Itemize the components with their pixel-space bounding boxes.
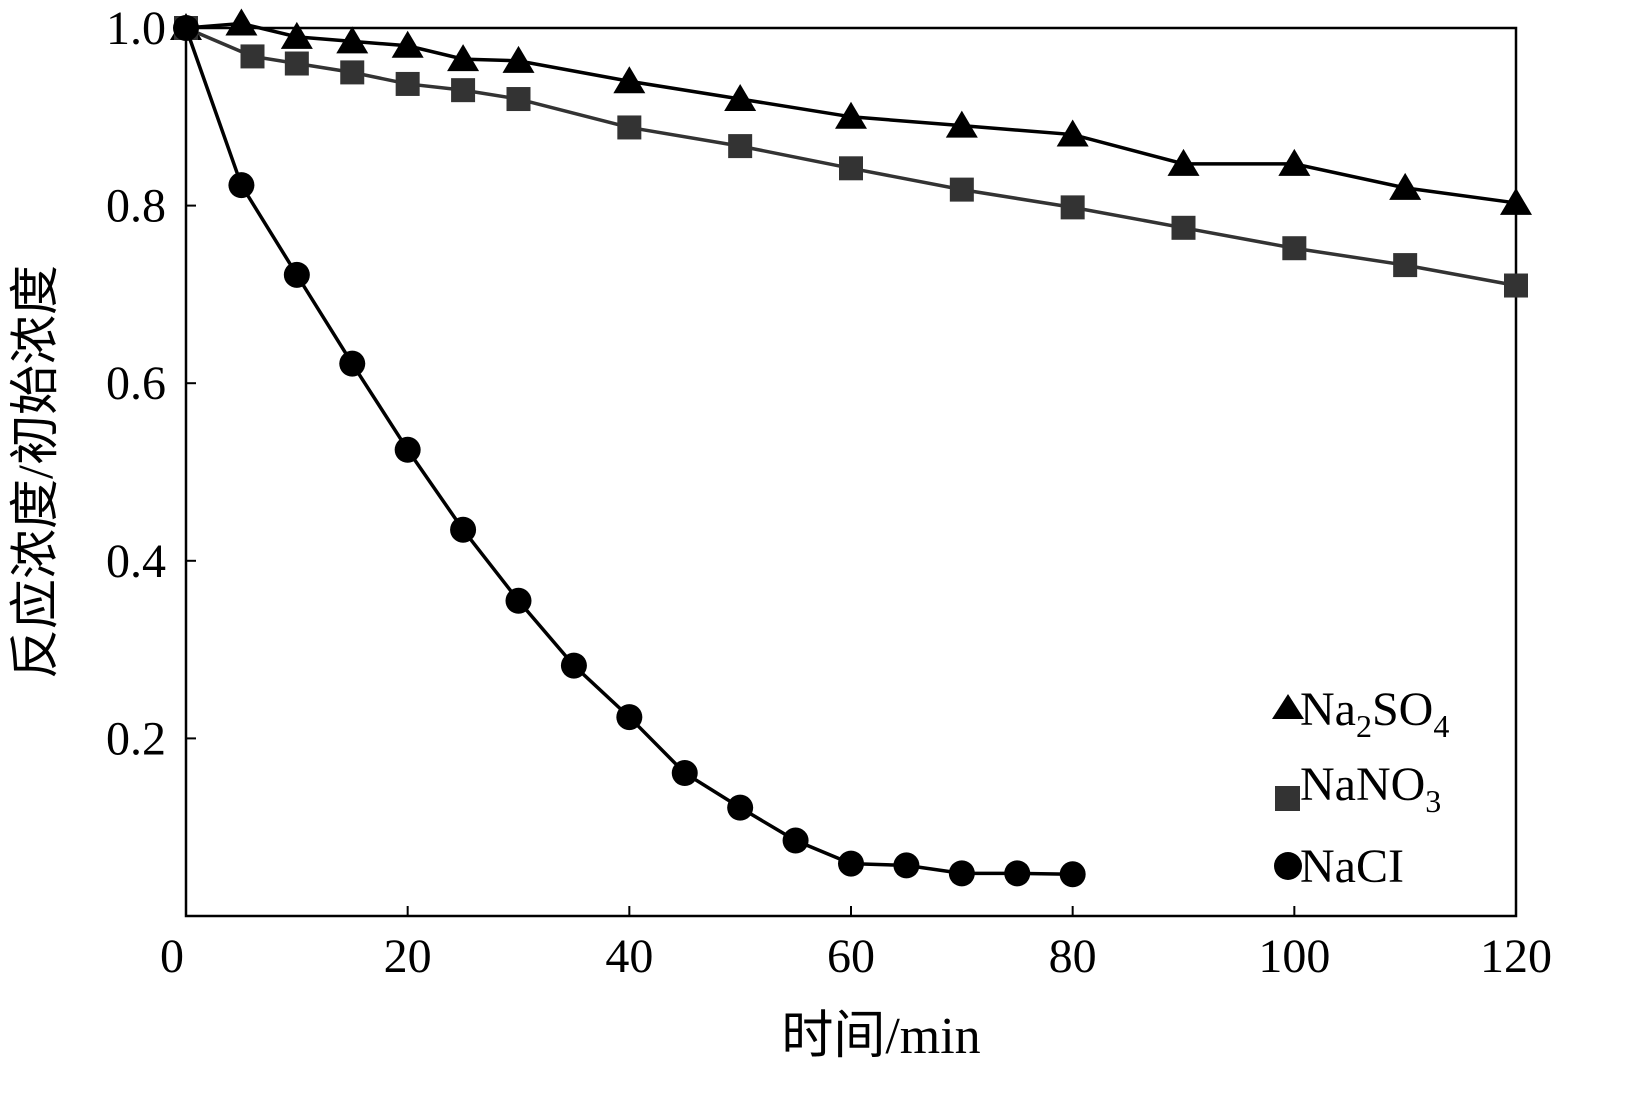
data-point: [283, 261, 310, 288]
data-point: [616, 704, 643, 731]
data-point: [671, 760, 698, 787]
legend-marker-triangle: [1272, 694, 1304, 719]
data-point: [724, 84, 757, 112]
legend-marker-circle: [1274, 852, 1302, 880]
data-point: [240, 44, 265, 69]
data-point: [1282, 236, 1307, 261]
data-point: [838, 850, 864, 877]
legend: Na2SO4 NaNO3 NaCI: [1272, 683, 1449, 893]
data-point: [1004, 860, 1031, 887]
x-axis-label: 时间/min: [781, 1008, 980, 1065]
legend-marker-square: [1275, 786, 1300, 811]
series-line: [185, 21, 1517, 205]
data-point: [782, 827, 809, 854]
series-line: [184, 27, 1073, 877]
data-point: [727, 794, 754, 821]
data-point: [1278, 148, 1311, 176]
data-point: [284, 51, 309, 76]
y-tick-label: 0.8: [106, 180, 166, 233]
x-axis: 0 20 40 60 80 100 120: [160, 906, 1552, 983]
x-tick-label: 40: [605, 930, 653, 983]
data-point: [391, 30, 424, 58]
data-point: [1059, 861, 1086, 888]
series-0: [170, 8, 1532, 215]
data-point: [1389, 172, 1422, 200]
legend-item-nano3: NaNO3: [1275, 758, 1441, 819]
x-tick-label: 80: [1049, 930, 1097, 983]
data-point: [450, 516, 477, 543]
series-2: [173, 15, 1086, 888]
legend-label-nano3: NaNO3: [1300, 758, 1441, 819]
data-point: [1171, 215, 1196, 240]
y-axis-label: 反应浓度/初始浓度: [7, 265, 63, 679]
data-point: [1393, 253, 1418, 278]
y-axis: 0.2 0.4 0.6 0.8 1.0: [106, 2, 196, 765]
data-point: [280, 21, 313, 49]
data-point: [949, 177, 974, 202]
data-point: [839, 156, 863, 181]
x-tick-label: 100: [1258, 930, 1330, 983]
series-line: [185, 26, 1517, 288]
data-point: [560, 652, 587, 679]
data-point: [948, 860, 975, 887]
data-point: [1504, 273, 1528, 298]
plot-area: [170, 8, 1532, 888]
data-point: [502, 45, 535, 73]
y-tick-label: 0.6: [106, 357, 166, 410]
legend-item-naci: NaCI: [1274, 840, 1404, 893]
x-tick-label: 60: [827, 930, 875, 983]
data-point: [340, 60, 365, 85]
data-point: [728, 134, 753, 159]
data-point: [395, 71, 420, 96]
data-point: [451, 78, 476, 103]
legend-item-na2so4: Na2SO4: [1272, 683, 1449, 744]
x-tick-label: 120: [1480, 930, 1552, 983]
y-tick-label: 0.2: [106, 712, 166, 765]
data-point: [835, 101, 867, 129]
data-point: [339, 350, 366, 377]
data-point: [336, 26, 369, 54]
data-point: [505, 587, 532, 614]
data-point: [617, 115, 642, 140]
legend-label-na2so4: Na2SO4: [1300, 683, 1449, 744]
data-point: [613, 66, 646, 94]
y-tick-label: 0.4: [106, 535, 166, 588]
data-point: [945, 110, 978, 138]
data-point: [1167, 148, 1200, 176]
series-1: [174, 16, 1528, 298]
data-point: [893, 852, 920, 879]
data-point: [447, 44, 480, 72]
x-tick-label: 20: [384, 930, 432, 983]
x-tick-label: 0: [160, 930, 184, 983]
data-point: [394, 436, 421, 463]
data-point: [228, 172, 255, 199]
data-point: [1060, 195, 1085, 220]
data-point: [173, 15, 199, 41]
data-point: [225, 8, 258, 36]
data-point: [1056, 119, 1089, 147]
data-point: [1500, 187, 1532, 215]
y-tick-label: 1.0: [106, 2, 166, 55]
data-point: [506, 87, 531, 112]
legend-label-naci: NaCI: [1300, 840, 1404, 893]
